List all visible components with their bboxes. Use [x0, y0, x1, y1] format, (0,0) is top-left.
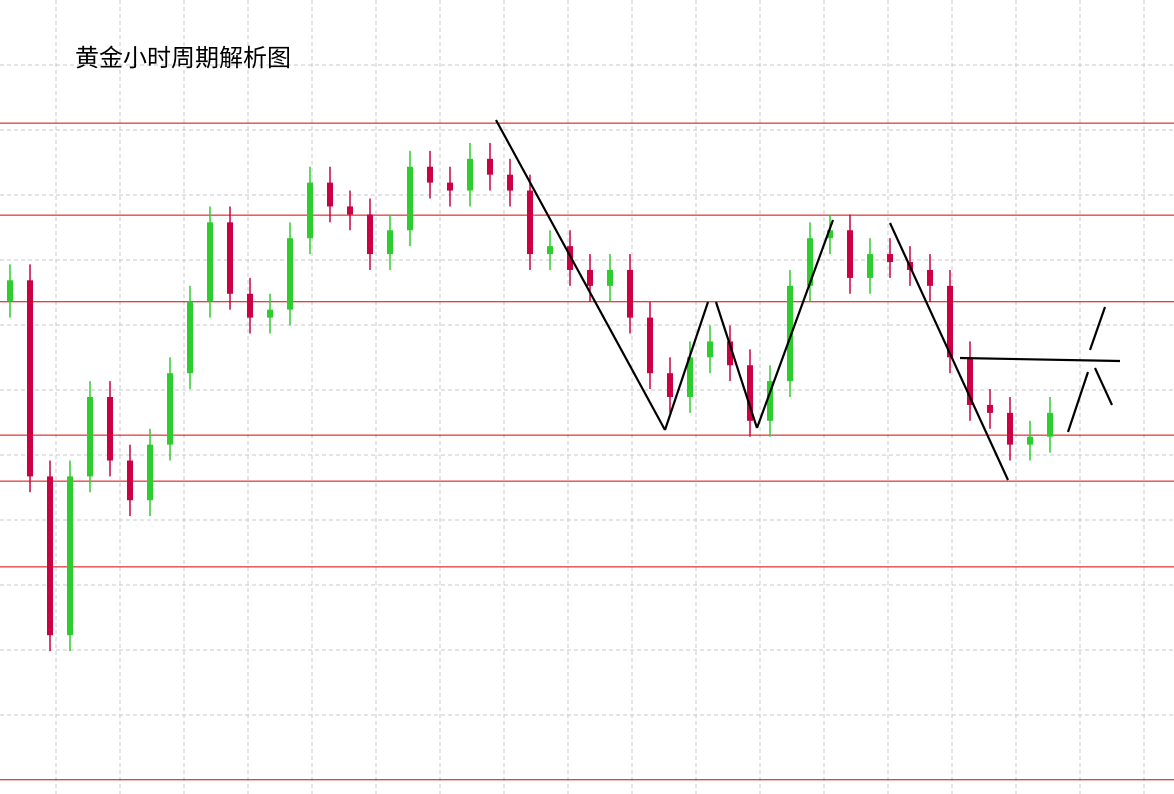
candle-body: [847, 230, 853, 278]
candle-body: [787, 285, 793, 382]
candle-body: [427, 166, 433, 183]
candle-body: [1047, 412, 1053, 437]
candle-body: [47, 476, 53, 636]
candle-body: [647, 317, 653, 374]
candle-body: [287, 238, 293, 310]
candle-body: [387, 230, 393, 255]
candle-body: [587, 269, 593, 286]
candle-body: [667, 373, 673, 397]
candle-body: [607, 269, 613, 286]
candle-body: [107, 397, 113, 461]
candle-body: [827, 230, 833, 239]
candle-body: [207, 222, 213, 302]
candle-body: [147, 444, 153, 501]
candle-body: [987, 404, 993, 413]
candle-body: [27, 280, 33, 477]
candle-body: [187, 301, 193, 374]
candle-body: [127, 460, 133, 501]
candle-body: [347, 206, 353, 215]
candle-body: [807, 238, 813, 286]
candle-body: [307, 182, 313, 239]
candle-body: [947, 285, 953, 358]
candle-body: [487, 158, 493, 175]
candle-body: [7, 280, 13, 302]
candle-body: [527, 190, 533, 255]
candle-body: [727, 341, 733, 366]
candle-body: [707, 341, 713, 358]
chart-title: 黄金小时周期解析图: [75, 44, 291, 72]
candle-body: [747, 365, 753, 421]
candle-body: [467, 158, 473, 191]
candle-body: [87, 397, 93, 477]
candle-body: [447, 182, 453, 191]
candle-body: [327, 182, 333, 207]
candle-body: [547, 246, 553, 255]
candle-body: [407, 166, 413, 231]
candle-body: [967, 357, 973, 405]
candle-body: [867, 254, 873, 278]
candle-body: [887, 254, 893, 263]
candle-body: [67, 476, 73, 636]
candle-body: [1027, 436, 1033, 445]
candle-body: [227, 222, 233, 294]
candle-body: [687, 357, 693, 397]
candle-body: [367, 214, 373, 255]
candle-body: [767, 381, 773, 421]
candle-body: [267, 309, 273, 318]
candle-body: [167, 373, 173, 445]
candle-body: [567, 246, 573, 270]
candle-body: [1007, 412, 1013, 445]
plot: [0, 122, 1174, 781]
candle-body: [507, 174, 513, 191]
candle-body: [927, 269, 933, 286]
candle-body: [627, 269, 633, 318]
trend-lines: [495, 119, 1121, 481]
candle-body: [247, 293, 253, 318]
